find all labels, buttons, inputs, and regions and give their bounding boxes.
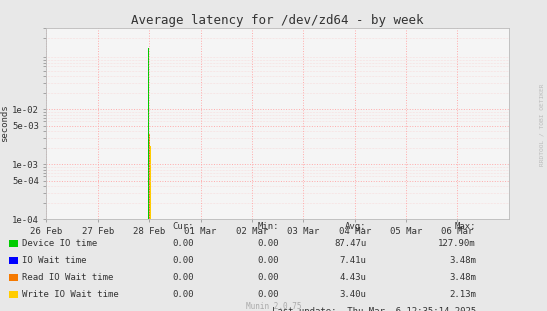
Text: Write IO Wait time: Write IO Wait time [22, 290, 119, 299]
Text: 0.00: 0.00 [173, 273, 194, 282]
Text: 0.00: 0.00 [173, 290, 194, 299]
Text: Cur:: Cur: [173, 221, 194, 230]
Text: 0.00: 0.00 [258, 256, 279, 265]
Text: 127.90m: 127.90m [438, 239, 476, 248]
Text: 0.00: 0.00 [173, 239, 194, 248]
Text: Avg:: Avg: [345, 221, 366, 230]
Text: Read IO Wait time: Read IO Wait time [22, 273, 113, 282]
Text: 0.00: 0.00 [258, 290, 279, 299]
Text: Min:: Min: [258, 221, 279, 230]
Text: 7.41u: 7.41u [340, 256, 366, 265]
Text: 87.47u: 87.47u [334, 239, 366, 248]
Text: 3.40u: 3.40u [340, 290, 366, 299]
Text: 0.00: 0.00 [258, 273, 279, 282]
Text: RRDTOOL / TOBI OETIKER: RRDTOOL / TOBI OETIKER [539, 83, 544, 166]
Title: Average latency for /dev/zd64 - by week: Average latency for /dev/zd64 - by week [131, 14, 424, 27]
Text: 3.48m: 3.48m [449, 273, 476, 282]
Text: 4.43u: 4.43u [340, 273, 366, 282]
Y-axis label: seconds: seconds [0, 105, 9, 142]
Text: 0.00: 0.00 [258, 239, 279, 248]
Text: Last update:  Thu Mar  6 12:35:14 2025: Last update: Thu Mar 6 12:35:14 2025 [272, 308, 476, 311]
Text: Max:: Max: [455, 221, 476, 230]
Text: 3.48m: 3.48m [449, 256, 476, 265]
Text: IO Wait time: IO Wait time [22, 256, 86, 265]
Text: 2.13m: 2.13m [449, 290, 476, 299]
Text: Munin 2.0.75: Munin 2.0.75 [246, 301, 301, 310]
Text: 0.00: 0.00 [173, 256, 194, 265]
Text: Device IO time: Device IO time [22, 239, 97, 248]
